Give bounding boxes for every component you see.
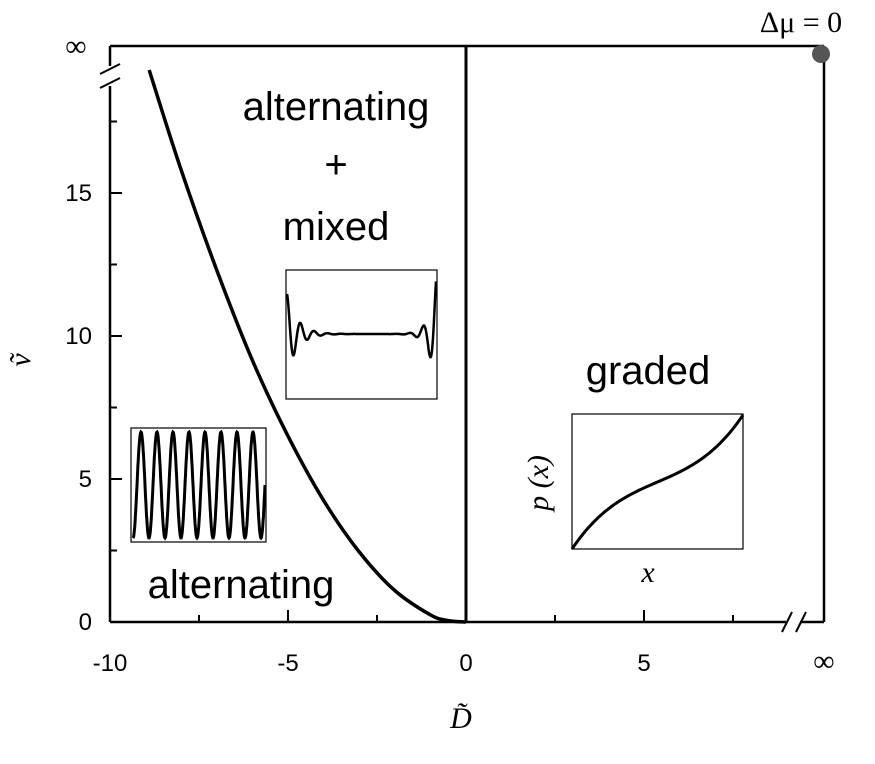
inset-mixed-curve	[285, 281, 438, 359]
axis-ticks	[109, 120, 734, 623]
y-axis-break-mark	[99, 63, 121, 89]
x-infinity-label: ∞	[813, 645, 834, 678]
x-tick-label: -10	[93, 650, 128, 677]
x-tick-label: 5	[637, 650, 650, 677]
delta-mu-zero-point	[812, 45, 830, 63]
x-axis-label: D̃	[449, 702, 472, 735]
inset-graded-ylabel: p (x)	[522, 455, 555, 513]
region-label-alternating-lower: alternating	[148, 563, 335, 607]
region-label-mixed: mixed	[283, 205, 390, 249]
y-tick-label: 0	[79, 609, 92, 636]
region-label-graded: graded	[586, 349, 711, 393]
y-tick-label: 5	[79, 466, 92, 493]
x-axis-break-mark	[781, 611, 807, 633]
inset-graded-curve	[570, 414, 745, 550]
x-tick-label: 0	[459, 650, 472, 677]
y-axis-label: ṽ	[4, 352, 37, 367]
y-tick-label: 15	[65, 180, 92, 207]
region-label-plus: +	[324, 143, 347, 187]
delta-mu-zero-label: Δμ = 0	[760, 6, 842, 39]
x-tick-label: -5	[277, 650, 298, 677]
phase-boundary-curve	[147, 69, 467, 624]
axis-tick-labels: -10 -5 0 5 0 5 10 15	[65, 180, 650, 677]
inset-graded-profile: x p (x)	[522, 413, 745, 589]
region-label-alternating-upper: alternating	[243, 85, 430, 129]
y-infinity-label: ∞	[65, 30, 86, 63]
inset-graded-xlabel: x	[640, 556, 655, 589]
inset-alternating-profile	[130, 427, 267, 543]
inset-alternating-curve	[131, 429, 267, 541]
y-tick-label: 10	[65, 323, 92, 350]
inset-mixed-profile	[285, 269, 438, 400]
